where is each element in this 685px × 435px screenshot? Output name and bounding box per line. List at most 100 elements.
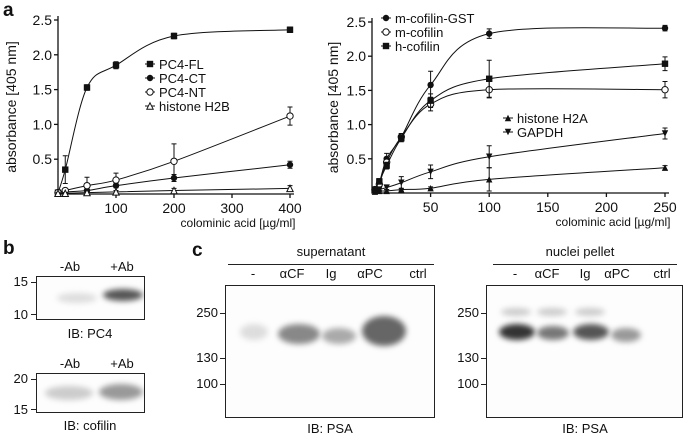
y-tick-label: 1.5	[33, 82, 53, 98]
legend-entry: PC4-NT	[159, 85, 206, 100]
x-tick-label: 250	[653, 199, 677, 215]
legend-marker	[146, 74, 154, 82]
y-tick-label: 2.5	[347, 14, 367, 30]
y-axis-label: absorbance [405 nm]	[3, 41, 19, 173]
panel-label-a: a	[3, 0, 14, 21]
data-point	[286, 112, 294, 120]
data-point	[61, 188, 70, 198]
y-tick-label: 2.5	[33, 12, 53, 28]
y-tick-label: 1.0	[347, 117, 367, 133]
data-point	[486, 176, 493, 183]
data-point	[286, 161, 294, 168]
y-tick-label: 0.5	[347, 151, 367, 167]
legend-marker	[504, 114, 512, 122]
lane-label: αPC	[604, 266, 630, 281]
lane-label: αCF	[279, 266, 305, 281]
blot-caption: IB: PSA	[562, 421, 608, 435]
data-point	[427, 97, 434, 104]
data-point	[376, 186, 383, 193]
data-point	[486, 153, 493, 160]
y-axis-label: absorbance [405 nm]	[325, 42, 341, 174]
data-point	[82, 188, 92, 197]
x-axis-label: colominic acid [µg/ml]	[556, 215, 671, 229]
mw-marker: 130	[457, 350, 479, 365]
x-tick-label: 150	[536, 199, 560, 215]
data-point	[383, 184, 390, 191]
legend-entry: GAPDH	[517, 125, 563, 140]
data-point	[398, 135, 405, 142]
panel-label-c: c	[192, 240, 203, 261]
y-tick-label: 2.0	[33, 47, 53, 63]
western-blot-supernatant	[225, 285, 435, 418]
mw-marker: 100	[457, 376, 479, 391]
western-blot-nuclei-pellet	[486, 285, 683, 418]
legend-marker	[382, 28, 390, 36]
y-tick-label: 1.0	[33, 116, 53, 132]
data-point	[427, 168, 434, 175]
mw-marker: 250	[196, 305, 218, 320]
data-point	[383, 162, 390, 169]
legend-marker	[382, 14, 390, 22]
data-point	[661, 130, 669, 137]
legend-entry: histone H2A	[517, 111, 588, 126]
y-tick-label: 2.0	[347, 48, 367, 64]
legend-marker	[382, 42, 390, 50]
mw-marker: 10	[13, 307, 28, 322]
data-point	[111, 187, 121, 196]
lane-label: -Ab	[59, 259, 81, 274]
data-point	[661, 164, 669, 171]
data-point	[398, 186, 405, 193]
lane-label: +Ab	[110, 259, 134, 274]
x-tick-label: 100	[478, 199, 502, 215]
legend-entry: m-cofilin-GST	[395, 11, 475, 26]
data-point	[83, 181, 91, 190]
lane-label: ctrl	[409, 266, 427, 281]
data-point	[169, 186, 179, 195]
blot-caption: IB: PC4	[67, 326, 113, 341]
mw-marker: 100	[196, 376, 218, 391]
lane-label: αPC	[357, 266, 383, 281]
data-point	[661, 86, 669, 94]
legend-entry: PC4-CT	[159, 71, 206, 86]
data-point	[383, 187, 390, 195]
axes	[371, 18, 669, 194]
mw-marker: 250	[457, 305, 479, 320]
lane-label: -	[250, 266, 256, 281]
series-line-GAPDH	[374, 132, 666, 193]
series-line-histone-H2A	[374, 167, 666, 193]
data-point	[53, 188, 63, 198]
data-point	[170, 157, 178, 165]
legend-entry: PC4-FL	[159, 57, 204, 72]
legend-marker	[504, 128, 512, 136]
data-point	[112, 62, 120, 69]
lane-label: αCF	[534, 266, 560, 281]
lane-label: -Ab	[59, 356, 81, 371]
mw-marker: 20	[13, 371, 28, 386]
x-tick-label: 200	[595, 199, 619, 215]
x-tick-label: 400	[278, 200, 302, 216]
lane-label: +Ab	[110, 356, 134, 371]
mw-marker: 15	[13, 274, 28, 289]
legend-marker	[145, 101, 155, 110]
y-tick-label: 0.5	[33, 151, 53, 167]
data-point	[170, 32, 178, 40]
x-axis-label: colominic acid [µg/ml]	[181, 216, 296, 230]
x-tick-label: 200	[162, 200, 186, 216]
legend-entry: histone H2B	[159, 99, 230, 114]
panel-label-b: b	[3, 238, 15, 259]
lane-label: Ig	[579, 266, 591, 281]
data-point	[486, 30, 493, 37]
legend-entry: h-cofilin	[395, 39, 440, 54]
legend-entry: m-cofilin	[395, 25, 443, 40]
data-point	[661, 24, 669, 32]
blot-title: nuclei pellet	[545, 244, 615, 259]
data-point	[376, 178, 383, 185]
data-point	[427, 81, 434, 89]
data-point	[398, 179, 405, 186]
data-point	[285, 184, 295, 193]
data-point	[112, 176, 120, 184]
blot-caption: IB: PSA	[307, 421, 353, 435]
lane-label: ctrl	[653, 266, 671, 281]
